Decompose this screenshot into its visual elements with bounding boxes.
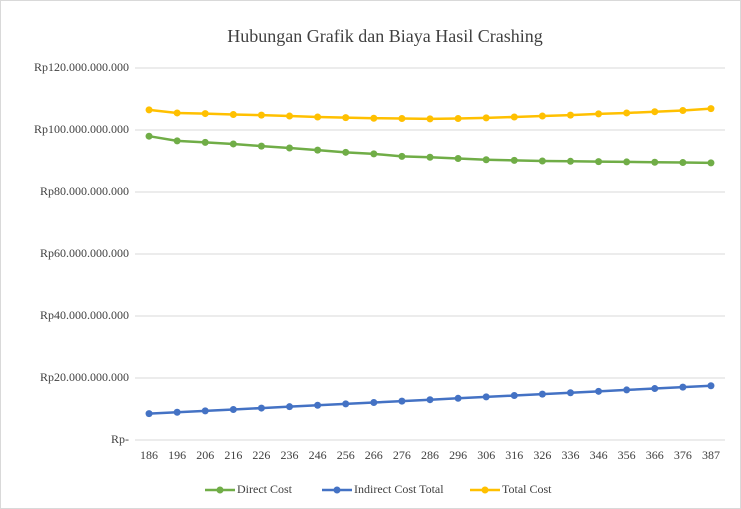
marker bbox=[398, 152, 406, 160]
marker bbox=[538, 112, 546, 120]
marker bbox=[286, 144, 294, 152]
marker bbox=[566, 389, 574, 397]
marker bbox=[229, 140, 237, 148]
marker bbox=[342, 114, 350, 122]
chart-title: Hubungan Grafik dan Biaya Hasil Crashing bbox=[227, 26, 542, 46]
marker bbox=[707, 105, 715, 113]
legend-label: Indirect Cost Total bbox=[354, 482, 444, 496]
marker bbox=[623, 109, 631, 117]
y-tick-label: Rp80.000.000.000 bbox=[40, 184, 129, 198]
x-tick-label: 346 bbox=[590, 448, 608, 462]
marker bbox=[510, 113, 518, 121]
marker bbox=[286, 112, 294, 120]
marker bbox=[595, 110, 603, 118]
x-tick-label: 256 bbox=[337, 448, 355, 462]
marker bbox=[257, 404, 265, 412]
x-tick-label: 356 bbox=[618, 448, 636, 462]
marker bbox=[679, 159, 687, 167]
marker bbox=[314, 113, 322, 121]
marker bbox=[566, 111, 574, 119]
y-tick-label: Rp40.000.000.000 bbox=[40, 308, 129, 322]
x-tick-label: 286 bbox=[421, 448, 439, 462]
marker bbox=[623, 158, 631, 166]
marker bbox=[145, 106, 153, 114]
marker bbox=[482, 393, 490, 401]
x-tick-label: 387 bbox=[702, 448, 720, 462]
marker bbox=[201, 407, 209, 415]
marker bbox=[229, 111, 237, 118]
marker bbox=[566, 157, 574, 165]
x-tick-label: 366 bbox=[646, 448, 664, 462]
marker bbox=[482, 156, 490, 164]
marker bbox=[173, 109, 181, 117]
marker bbox=[370, 150, 378, 158]
x-tick-label: 236 bbox=[281, 448, 299, 462]
marker bbox=[510, 392, 518, 400]
marker bbox=[201, 110, 209, 118]
x-tick-label: 376 bbox=[674, 448, 692, 462]
marker bbox=[201, 138, 209, 146]
y-tick-label: Rp100.000.000.000 bbox=[34, 122, 129, 136]
x-tick-label: 336 bbox=[561, 448, 579, 462]
marker bbox=[398, 115, 406, 123]
x-tick-label: 196 bbox=[168, 448, 186, 462]
marker bbox=[173, 408, 181, 416]
marker bbox=[145, 132, 153, 140]
marker bbox=[426, 396, 434, 404]
marker bbox=[342, 148, 350, 156]
marker bbox=[538, 390, 546, 398]
marker bbox=[257, 142, 265, 150]
marker bbox=[623, 386, 631, 394]
marker bbox=[454, 394, 462, 402]
marker bbox=[651, 158, 659, 166]
marker bbox=[510, 156, 518, 164]
marker bbox=[538, 157, 546, 165]
x-tick-label: 276 bbox=[393, 448, 411, 462]
x-tick-label: 326 bbox=[533, 448, 551, 462]
x-tick-label: 216 bbox=[224, 448, 242, 462]
y-tick-label: Rp20.000.000.000 bbox=[40, 370, 129, 384]
marker bbox=[370, 398, 378, 406]
marker bbox=[651, 108, 659, 116]
marker bbox=[370, 114, 378, 122]
marker bbox=[229, 405, 237, 413]
marker bbox=[454, 155, 462, 163]
marker bbox=[595, 158, 603, 166]
marker bbox=[426, 153, 434, 161]
x-tick-label: 206 bbox=[196, 448, 214, 462]
marker bbox=[398, 397, 406, 405]
x-tick-label: 296 bbox=[449, 448, 467, 462]
marker bbox=[595, 387, 603, 395]
marker bbox=[426, 115, 434, 123]
marker bbox=[707, 382, 715, 390]
y-tick-label: Rp- bbox=[111, 432, 129, 446]
x-tick-label: 226 bbox=[252, 448, 270, 462]
marker bbox=[145, 410, 153, 418]
y-tick-label: Rp120.000.000.000 bbox=[34, 60, 129, 74]
marker bbox=[679, 106, 687, 114]
marker bbox=[314, 401, 322, 409]
marker bbox=[314, 146, 322, 154]
x-tick-label: 186 bbox=[140, 448, 158, 462]
marker bbox=[342, 400, 350, 408]
legend-label: Direct Cost bbox=[237, 482, 293, 496]
x-tick-label: 266 bbox=[365, 448, 383, 462]
y-tick-label: Rp60.000.000.000 bbox=[40, 246, 129, 260]
x-tick-label: 306 bbox=[477, 448, 495, 462]
marker bbox=[707, 159, 715, 167]
legend-marker bbox=[481, 486, 489, 494]
legend-label: Total Cost bbox=[502, 482, 552, 496]
marker bbox=[454, 115, 462, 123]
marker bbox=[482, 114, 490, 122]
legend-marker bbox=[333, 486, 341, 494]
marker bbox=[679, 383, 687, 391]
marker bbox=[651, 385, 659, 393]
legend-marker bbox=[216, 486, 224, 494]
x-tick-label: 246 bbox=[309, 448, 327, 462]
marker bbox=[286, 403, 294, 411]
marker bbox=[173, 137, 181, 145]
marker bbox=[257, 111, 265, 119]
x-tick-label: 316 bbox=[505, 448, 523, 462]
